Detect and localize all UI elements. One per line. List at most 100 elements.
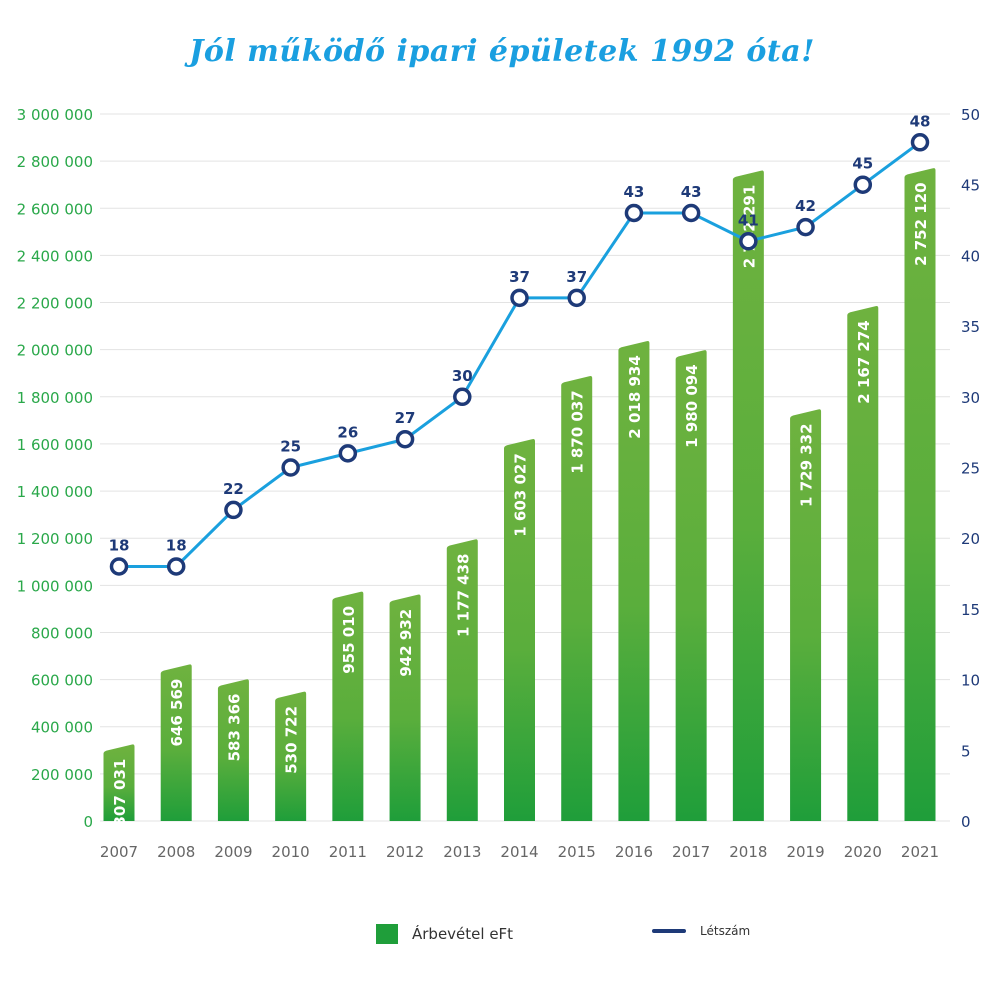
y-left-tick-label: 3 000 000 — [17, 106, 93, 124]
legend-item-headcount: Létszám — [652, 924, 750, 938]
line-point — [739, 232, 758, 251]
line-point — [796, 217, 815, 237]
x-tick-label: 2013 — [443, 843, 481, 861]
legend-label-revenue: Árbevétel eFt — [412, 925, 514, 943]
bar-value-label: 1 870 037 — [569, 390, 587, 474]
y-left-tick-label: 2 800 000 — [17, 153, 93, 171]
y-left-tick-label: 1 200 000 — [17, 530, 93, 548]
legend-item-revenue: Árbevétel eFt — [376, 924, 513, 944]
y-right-tick-label: 30 — [961, 389, 980, 407]
bar-value-label: 307 031 — [111, 759, 129, 827]
y-right-tick-label: 50 — [961, 106, 980, 124]
line-value-label: 41 — [738, 211, 759, 229]
bar — [732, 170, 764, 822]
line-value-label: 30 — [452, 367, 473, 385]
y-right-tick-label: 5 — [961, 742, 971, 760]
y-right-tick-label: 25 — [961, 460, 980, 478]
line-point — [281, 458, 300, 477]
y-left-tick-label: 2 200 000 — [17, 295, 93, 313]
bar — [561, 376, 593, 821]
x-tick-label: 2021 — [901, 843, 939, 861]
bar — [847, 305, 879, 822]
bar-value-label: 1 980 094 — [683, 364, 701, 448]
line-value-label: 25 — [280, 438, 301, 456]
bar-value-label: 1 603 027 — [512, 453, 530, 537]
line-point — [395, 429, 415, 449]
line-value-label: 27 — [395, 409, 416, 427]
bar — [618, 340, 650, 821]
line-point — [453, 387, 472, 407]
bar — [675, 350, 707, 821]
bar — [160, 664, 192, 821]
x-axis: 2007 2008 2009 2010 2011 2012 2013 2014 2015 2016… — [100, 843, 939, 861]
bar — [389, 594, 421, 821]
y-axis-left: 0 200 000 400 000 600 000 800 000 1 000 000 1 … — [17, 106, 93, 831]
line-point — [166, 557, 186, 576]
x-tick-label: 2011 — [329, 843, 367, 861]
line-value-label: 42 — [795, 197, 816, 215]
bar — [332, 591, 364, 821]
bar-value-label: 2 167 274 — [855, 320, 873, 404]
bar-value-label: 646 569 — [168, 679, 186, 747]
x-tick-label: 2017 — [672, 843, 710, 861]
bar-value-label: 583 366 — [225, 694, 243, 762]
y-right-tick-label: 15 — [961, 601, 980, 619]
y-right-tick-label: 35 — [961, 318, 980, 336]
line-value-label: 37 — [566, 268, 587, 286]
legend-label-headcount: Létszám — [700, 924, 751, 938]
bar-value-label: 2 752 120 — [912, 182, 930, 266]
y-left-tick-label: 400 000 — [31, 719, 93, 737]
y-left-tick-label: 2 400 000 — [17, 247, 93, 265]
line-value-label: 43 — [623, 183, 644, 201]
y-left-tick-label: 1 600 000 — [17, 436, 93, 454]
x-tick-label: 2008 — [157, 843, 195, 861]
line-value-label: 37 — [509, 268, 530, 286]
bar — [217, 679, 249, 821]
y-axis-right: 0 5 10 15 20 25 30 35 40 45 50 — [961, 106, 980, 831]
line-value-label: 26 — [337, 423, 358, 441]
x-tick-label: 2016 — [615, 843, 653, 861]
line-point — [681, 203, 701, 223]
line-value-label: 43 — [681, 183, 702, 201]
line-value-label: 45 — [852, 155, 873, 173]
y-left-tick-label: 800 000 — [31, 624, 93, 642]
chart-title: Jól működő ipari épületek 1992 óta! — [189, 34, 815, 69]
x-tick-label: 2010 — [272, 843, 310, 861]
bar — [275, 691, 307, 821]
line-point — [853, 175, 873, 194]
line-point — [567, 288, 586, 308]
x-tick-label: 2012 — [386, 843, 424, 861]
bar-value-label: 530 722 — [283, 706, 301, 774]
legend: Árbevétel eFt Létszám — [0, 924, 1004, 948]
line-value-label: 22 — [223, 480, 244, 498]
bar — [790, 409, 822, 821]
y-left-tick-label: 2 000 000 — [17, 342, 93, 360]
line-value-label: 18 — [166, 536, 187, 554]
bar-labels: 307 031 646 569 583 366 530 722 955 010 942 9… — [111, 182, 930, 826]
y-right-tick-label: 40 — [961, 247, 980, 265]
bar-value-label: 955 010 — [340, 606, 358, 674]
y-right-tick-label: 0 — [961, 813, 971, 831]
y-left-tick-label: 0 — [83, 813, 93, 831]
y-right-tick-label: 45 — [961, 177, 980, 195]
line-value-label: 48 — [910, 112, 931, 130]
y-left-tick-label: 1 400 000 — [17, 483, 93, 501]
x-tick-label: 2020 — [844, 843, 882, 861]
y-left-tick-label: 1 000 000 — [17, 577, 93, 595]
line-point — [910, 133, 930, 152]
y-right-tick-label: 10 — [961, 672, 980, 690]
y-left-tick-label: 200 000 — [31, 766, 93, 784]
line-series: 18 18 22 25 26 27 30 37 37 43 43 41 42 45 48 — [109, 112, 931, 576]
line-point — [224, 500, 243, 520]
bar-value-label: 1 177 438 — [454, 554, 472, 638]
line-value-label: 18 — [109, 536, 130, 554]
y-right-tick-label: 20 — [961, 530, 980, 548]
bar — [904, 168, 936, 821]
line-point — [510, 288, 529, 308]
line-point — [624, 203, 644, 223]
x-tick-label: 2018 — [729, 843, 767, 861]
y-left-tick-label: 2 600 000 — [17, 200, 93, 218]
x-tick-label: 2015 — [558, 843, 596, 861]
